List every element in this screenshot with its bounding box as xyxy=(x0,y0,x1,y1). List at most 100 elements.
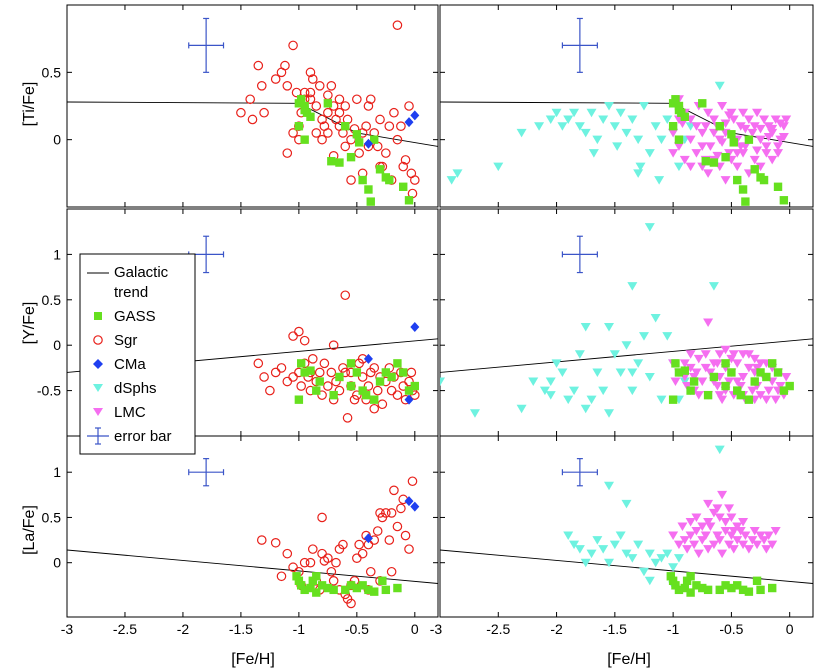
y-tick-label: 1 xyxy=(53,246,61,262)
gass-point xyxy=(312,588,321,597)
sgr-point xyxy=(386,508,397,518)
gass-point xyxy=(387,372,396,382)
cma-point xyxy=(410,322,420,333)
gass-point xyxy=(312,386,321,395)
gass-point xyxy=(296,581,306,590)
gass-point xyxy=(341,122,350,131)
lmc-point xyxy=(724,111,735,120)
lmc-point xyxy=(726,513,737,522)
dsphs-point xyxy=(604,481,615,491)
sgr-point xyxy=(319,358,330,369)
sgr-point xyxy=(276,571,287,582)
x-tick-label: -1 xyxy=(667,621,680,637)
sgr-point xyxy=(342,413,353,423)
sgr-point xyxy=(369,363,380,373)
gass-point xyxy=(733,581,742,590)
lmc-point xyxy=(755,359,766,368)
lmc-point xyxy=(755,162,766,172)
gass-point xyxy=(709,372,719,382)
gass-point xyxy=(404,386,414,395)
gass-point xyxy=(399,368,408,377)
y-tick-label: 0 xyxy=(53,337,61,353)
x-tick-label: 0 xyxy=(411,621,419,637)
dsphs-point xyxy=(539,386,550,396)
lmc-point xyxy=(720,527,731,536)
dsphs-point xyxy=(551,108,562,118)
gass-point xyxy=(306,583,315,593)
lmc-point xyxy=(700,122,711,131)
dsphs-point xyxy=(615,108,626,118)
error-bar xyxy=(561,458,598,487)
sgr-point xyxy=(404,544,414,554)
legend-label-errorbar: error bar xyxy=(114,428,172,445)
lmc-point xyxy=(717,102,728,111)
dsphs-point xyxy=(638,102,649,111)
gass-point xyxy=(341,585,350,595)
lmc-point xyxy=(685,135,696,145)
lmc-point xyxy=(717,549,728,559)
sgr-point xyxy=(384,535,395,545)
x-axis-label-left: [Fe/H] xyxy=(231,651,275,668)
legend-label-galactic: Galactic xyxy=(114,264,169,281)
gass-point xyxy=(346,581,356,590)
lmc-point xyxy=(747,536,758,545)
lmc-point xyxy=(775,119,786,129)
gass-point xyxy=(375,165,385,174)
lmc-point xyxy=(752,146,763,155)
gass-point xyxy=(370,135,379,144)
dsphs-point xyxy=(586,108,597,118)
gass-point xyxy=(721,359,730,368)
lmc-point xyxy=(691,513,702,522)
x-axis-label-right: [Fe/H] xyxy=(607,651,651,668)
sgr-point xyxy=(410,175,420,185)
gass-point xyxy=(727,583,736,593)
gass-point xyxy=(352,368,362,377)
cma-point xyxy=(404,496,414,507)
dsphs-point xyxy=(644,576,655,586)
gass-point xyxy=(756,585,765,595)
dsphs-point xyxy=(534,122,545,131)
gass-point xyxy=(393,583,402,593)
sgr-point xyxy=(326,566,337,577)
lmc-point xyxy=(682,382,693,391)
dsphs-point xyxy=(563,395,574,405)
gass-point xyxy=(370,587,379,596)
sgr-point xyxy=(331,557,341,568)
dsphs-point xyxy=(656,554,667,563)
dsphs-point xyxy=(604,409,615,418)
lmc-point xyxy=(724,540,735,550)
panel-frame xyxy=(439,435,814,618)
lmc-point xyxy=(749,122,760,131)
legend-swatch-gass xyxy=(94,312,102,320)
dsphs-point xyxy=(644,223,655,232)
lmc-point xyxy=(755,391,766,400)
gass-point xyxy=(689,377,699,386)
lmc-point xyxy=(738,372,749,382)
x-tick-label: -0.5 xyxy=(719,621,743,637)
sgr-point xyxy=(270,367,281,378)
lmc-point xyxy=(759,536,770,545)
sgr-point xyxy=(326,81,337,91)
dsphs-point xyxy=(516,128,527,138)
gass-point xyxy=(300,135,309,144)
legend-label-lmc: LMC xyxy=(114,404,146,421)
gass-point xyxy=(315,377,324,386)
sgr-point xyxy=(407,476,418,487)
gass-point xyxy=(306,112,315,121)
lmc-point xyxy=(743,545,754,554)
sgr-point xyxy=(282,148,293,158)
sgr-point xyxy=(311,128,322,138)
dsphs-point xyxy=(452,169,463,178)
dsphs-point xyxy=(633,359,644,368)
sgr-point xyxy=(340,101,351,111)
x-tick-label: -2 xyxy=(177,621,190,637)
dsphs-point xyxy=(650,313,661,323)
sgr-point xyxy=(317,512,327,523)
legend-label-sgr: Sgr xyxy=(114,332,137,349)
lmc-point xyxy=(691,149,702,158)
sgr-point xyxy=(288,40,298,51)
lmc-point xyxy=(720,176,731,185)
lmc-point xyxy=(763,132,774,142)
gass-point xyxy=(744,135,754,144)
